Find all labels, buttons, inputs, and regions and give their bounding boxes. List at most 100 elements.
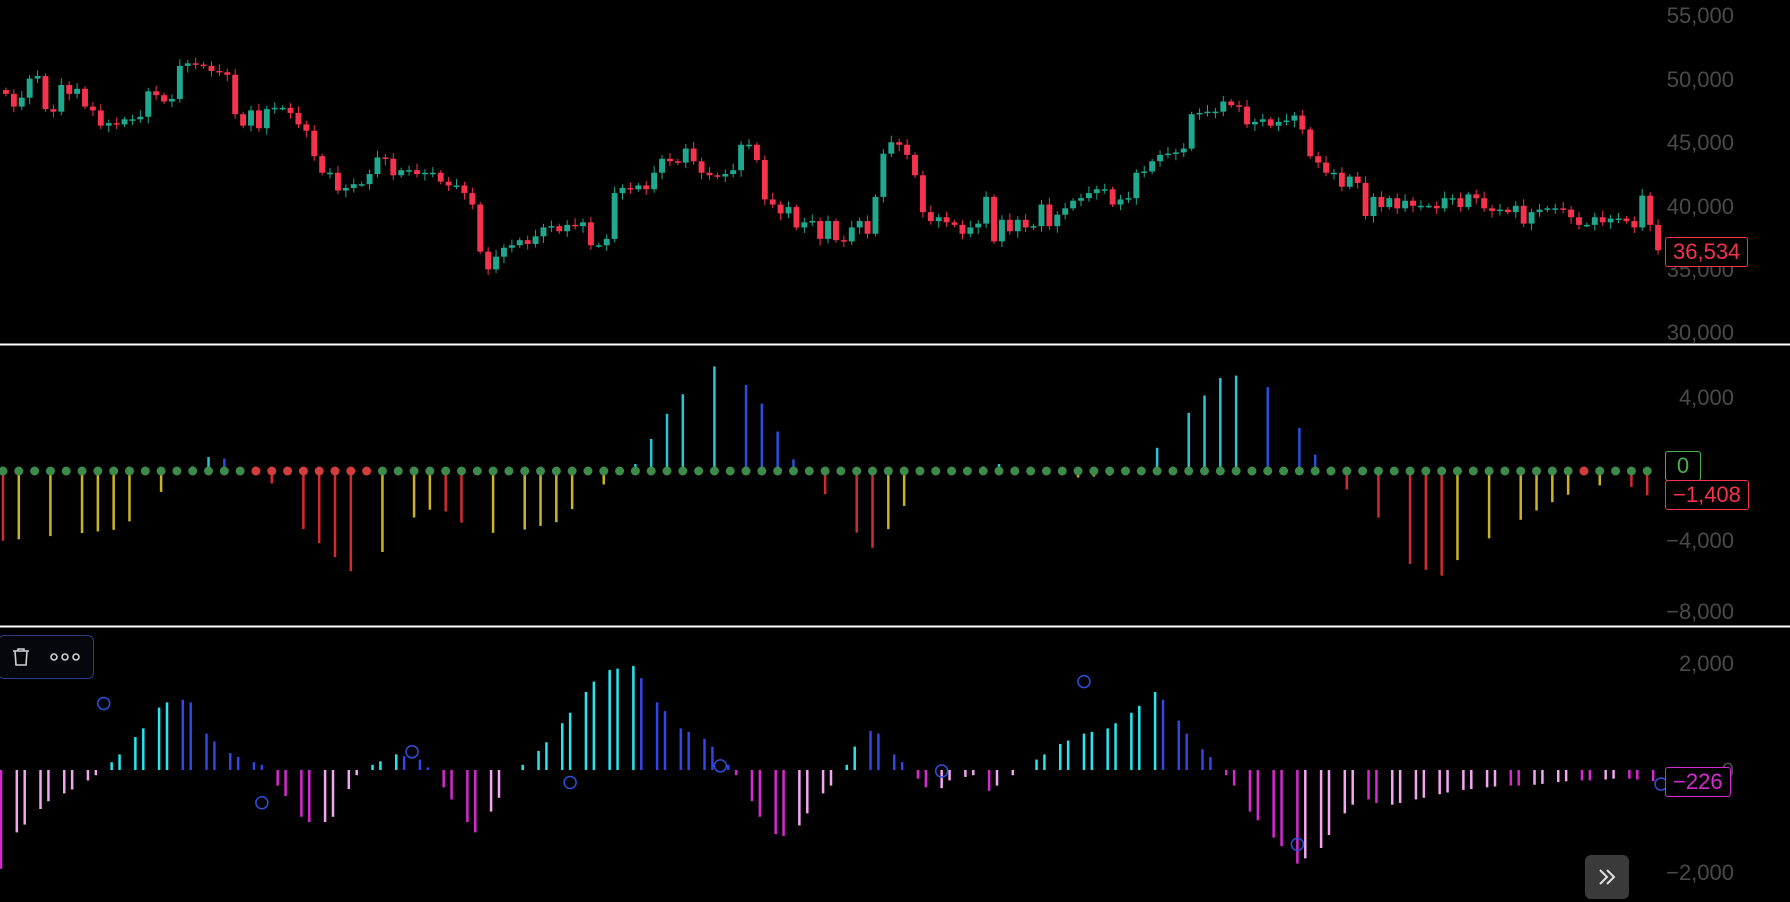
candle-body bbox=[825, 221, 831, 239]
candle-body bbox=[319, 156, 326, 173]
osc-last-value-badge: −1,408 bbox=[1665, 480, 1749, 510]
zero-cross-dot bbox=[504, 466, 514, 476]
zero-cross-dot bbox=[45, 466, 55, 476]
zero-cross-dot bbox=[978, 466, 988, 476]
candle-body bbox=[785, 207, 792, 214]
price-pane[interactable] bbox=[3, 57, 1661, 275]
candle-body bbox=[255, 110, 262, 129]
candle-body bbox=[1560, 208, 1567, 210]
candle-body bbox=[508, 245, 515, 248]
candle-body bbox=[1394, 198, 1401, 209]
zero-cross-dot bbox=[251, 466, 261, 476]
candle-body bbox=[26, 78, 33, 98]
zero-cross-dot bbox=[962, 466, 972, 476]
candle-body bbox=[1544, 208, 1551, 210]
candle-body bbox=[793, 207, 800, 228]
candle-body bbox=[3, 90, 9, 94]
zero-cross-dot bbox=[1405, 466, 1415, 476]
candle-body bbox=[1338, 172, 1345, 187]
zero-cross-dot bbox=[472, 466, 482, 476]
zero-cross-dot bbox=[773, 466, 783, 476]
zero-cross-dot bbox=[346, 466, 356, 476]
candle-body bbox=[82, 88, 88, 107]
mom-last-value-badge: −226 bbox=[1665, 767, 1731, 797]
candle-body bbox=[1552, 208, 1559, 210]
candle-body bbox=[556, 226, 563, 232]
candle-body bbox=[279, 107, 286, 110]
candle-body bbox=[374, 157, 381, 174]
candle-body bbox=[390, 158, 397, 176]
candle-body bbox=[880, 153, 887, 197]
zero-cross-dot bbox=[1484, 466, 1494, 476]
candle-body bbox=[951, 222, 958, 225]
candle-body bbox=[176, 65, 183, 99]
candle-body bbox=[50, 109, 57, 112]
zero-cross-dot bbox=[1294, 466, 1304, 476]
signal-marker bbox=[1290, 837, 1305, 852]
candle-body bbox=[1267, 119, 1274, 126]
candle-body bbox=[896, 142, 903, 145]
zero-cross-dot bbox=[172, 466, 182, 476]
candle-body bbox=[1346, 176, 1353, 187]
signal-marker bbox=[563, 775, 577, 790]
zero-cross-dot bbox=[551, 466, 561, 476]
zero-cross-dot bbox=[77, 466, 87, 476]
candle-body bbox=[335, 172, 341, 191]
zero-cross-dot bbox=[931, 466, 941, 476]
signal-marker bbox=[934, 764, 949, 778]
price-axis-label: 40,000 bbox=[1666, 194, 1734, 219]
zero-cross-dot bbox=[1136, 466, 1146, 476]
candle-body bbox=[1441, 198, 1448, 209]
price-axis-label: 30,000 bbox=[1666, 320, 1734, 345]
zero-cross-dot bbox=[1089, 466, 1099, 476]
scroll-to-realtime-button[interactable] bbox=[1585, 855, 1629, 899]
candle-body bbox=[97, 110, 104, 126]
zero-cross-dot bbox=[1611, 466, 1621, 476]
zero-cross-dot bbox=[1563, 466, 1573, 476]
candle-body bbox=[927, 212, 934, 222]
candle-body bbox=[1212, 111, 1219, 114]
candle-body bbox=[627, 187, 634, 190]
candle-body bbox=[263, 109, 270, 129]
price-axis-label: 55,000 bbox=[1666, 3, 1734, 28]
zero-cross-dot bbox=[536, 466, 546, 476]
candle-body bbox=[311, 130, 318, 157]
candle-body bbox=[983, 196, 990, 224]
candle-body bbox=[1259, 119, 1266, 122]
candle-body bbox=[730, 170, 737, 174]
zero-cross-dot bbox=[235, 466, 245, 476]
zero-cross-dot bbox=[1595, 466, 1605, 476]
osc-axis-label: −8,000 bbox=[1666, 599, 1734, 624]
candle-body bbox=[572, 224, 579, 227]
zero-cross-dot bbox=[1105, 466, 1115, 476]
zero-cross-dot bbox=[1547, 466, 1557, 476]
price-axis-label: 45,000 bbox=[1666, 130, 1734, 155]
candle-body bbox=[469, 193, 476, 205]
candle-body bbox=[1568, 209, 1575, 218]
candle-body bbox=[42, 76, 49, 110]
zero-cross-dot bbox=[1247, 466, 1257, 476]
candle-body bbox=[113, 123, 120, 125]
zero-cross-dot bbox=[61, 466, 71, 476]
candle-body bbox=[1362, 182, 1369, 216]
candle-body bbox=[66, 84, 73, 94]
candle-body bbox=[1497, 209, 1503, 212]
delete-button[interactable] bbox=[0, 637, 43, 677]
candle-body bbox=[1473, 194, 1480, 199]
candle-body bbox=[1512, 205, 1519, 213]
candle-body bbox=[137, 116, 144, 120]
more-options-button[interactable] bbox=[43, 637, 87, 677]
candle-body bbox=[1639, 195, 1646, 228]
candle-body bbox=[864, 221, 871, 234]
momentum-pane[interactable] bbox=[0, 666, 1668, 869]
candle-body bbox=[1457, 198, 1464, 208]
candle-body bbox=[1576, 217, 1582, 225]
zero-cross-dot bbox=[646, 466, 656, 476]
candle-body bbox=[208, 65, 215, 71]
candle-body bbox=[714, 175, 721, 177]
candle-body bbox=[1299, 115, 1306, 130]
zero-cross-dot bbox=[1421, 466, 1431, 476]
candle-body bbox=[1417, 205, 1424, 208]
oscillator-pane[interactable] bbox=[0, 366, 1652, 576]
